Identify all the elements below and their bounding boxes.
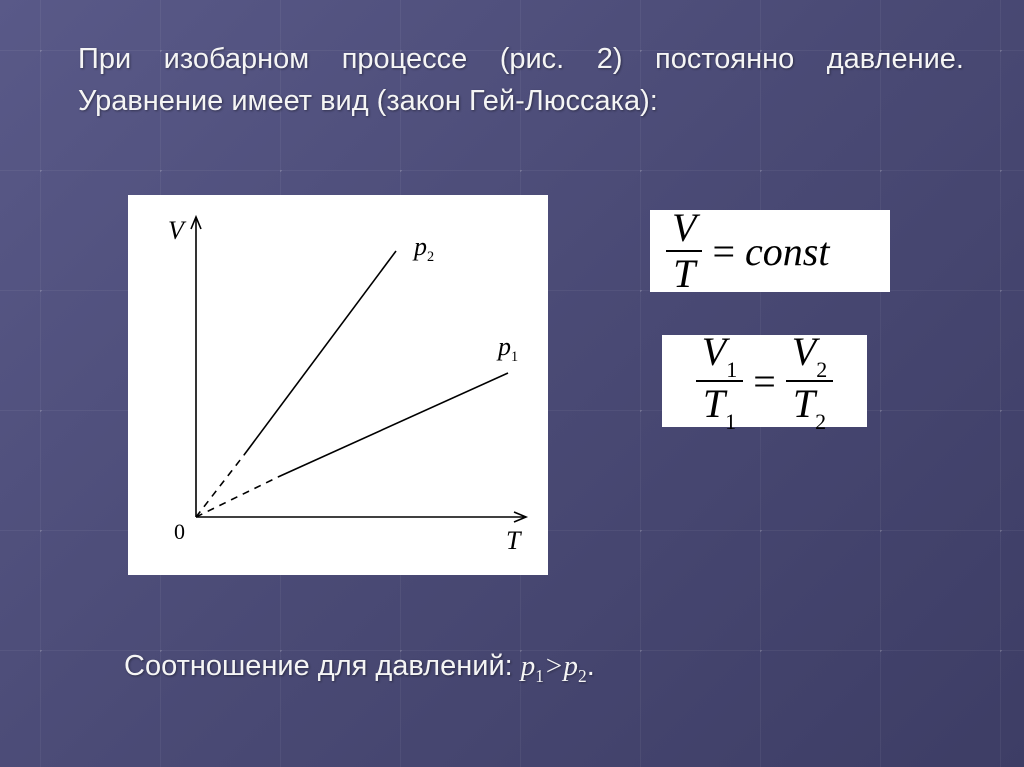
svg-text:V: V xyxy=(168,216,187,245)
eq1-eqsign: = xyxy=(712,228,735,275)
eq2-rhs-num: V xyxy=(792,329,816,374)
equation-vt-ratio: V1 T1 = V2 T2 xyxy=(662,335,867,427)
eq2-lhs-den: T xyxy=(703,381,725,426)
heading-text: При изобарном процессе (рис. 2) постоянн… xyxy=(78,38,964,122)
svg-text:T: T xyxy=(506,526,522,555)
eq2-lhs-num: V xyxy=(702,329,726,374)
svg-text:0: 0 xyxy=(174,519,185,544)
svg-text:p1: p1 xyxy=(496,332,518,365)
svg-text:p2: p2 xyxy=(412,232,434,265)
isobaric-chart: V T 0 p2 p1 xyxy=(128,195,548,575)
equation-vt-const: V T = const xyxy=(650,210,890,292)
eq1-num: V xyxy=(666,208,702,252)
eq1-rhs: const xyxy=(745,228,829,275)
footer-text: Соотношение для давлений: p1>p2. xyxy=(124,650,595,687)
eq2-eqsign: = xyxy=(753,358,776,405)
eq1-den: T xyxy=(667,252,701,294)
eq2-rhs-den: T xyxy=(793,381,815,426)
footer-prefix: Соотношение для давлений: xyxy=(124,650,521,682)
